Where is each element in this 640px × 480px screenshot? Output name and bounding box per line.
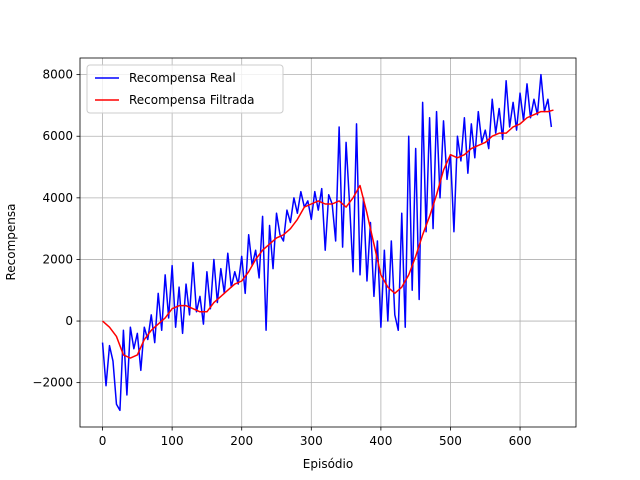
y-tick-label: 2000: [42, 252, 73, 266]
x-axis-label: Episódio: [303, 457, 353, 471]
x-tick-label: 600: [509, 434, 532, 448]
y-tick-label: 4000: [42, 191, 73, 205]
legend-label: Recompensa Real: [129, 71, 236, 85]
series-line: [102, 109, 554, 359]
y-tick-label: 8000: [42, 68, 73, 82]
y-tick-label: 0: [65, 314, 73, 328]
x-tick-label: 200: [230, 434, 253, 448]
x-tick-label: 0: [99, 434, 107, 448]
y-axis-label: Recompensa: [4, 203, 18, 280]
x-tick-label: 500: [439, 434, 462, 448]
y-tick-label: 6000: [42, 129, 73, 143]
axes-frame: [79, 57, 577, 428]
legend: Recompensa Real Recompensa Filtrada: [86, 64, 284, 114]
legend-label: Recompensa Filtrada: [129, 93, 255, 107]
plot-area: [101, 73, 554, 412]
x-tick-label: 300: [300, 434, 323, 448]
x-tick-label: 400: [369, 434, 392, 448]
x-tick-label: 100: [161, 434, 184, 448]
y-tick-label: −2000: [32, 376, 73, 390]
legend-box: [86, 64, 284, 114]
